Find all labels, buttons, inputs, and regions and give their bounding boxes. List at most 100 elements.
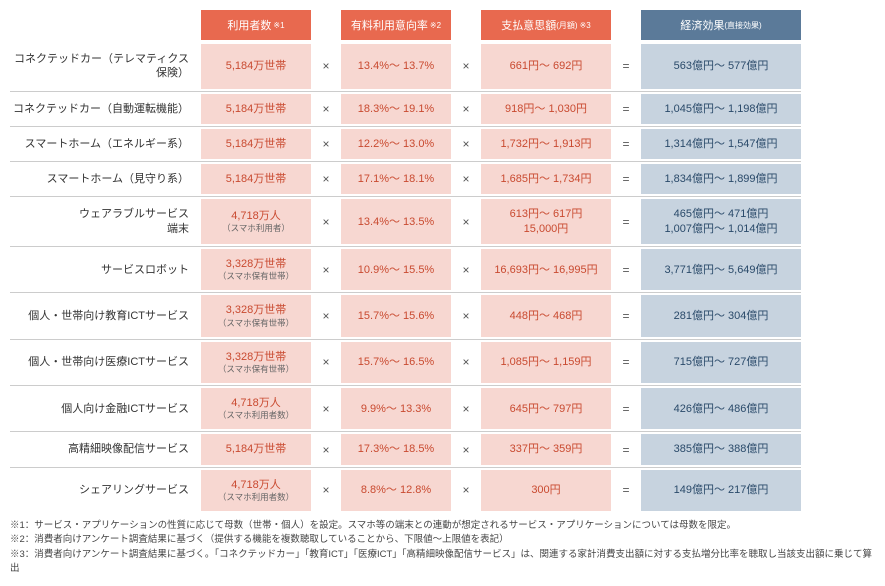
op-times: ×	[457, 295, 475, 336]
op-times: ×	[317, 470, 335, 511]
op-times: ×	[457, 164, 475, 194]
header-effect: 経済効果(直接効果)	[641, 10, 801, 40]
header-op2	[457, 10, 475, 40]
cell-effect: 426億円～ 486億円	[641, 388, 801, 429]
op-times: ×	[457, 249, 475, 290]
op-times: ×	[317, 388, 335, 429]
cell-pay: 300円	[481, 470, 611, 511]
cell-rate: 12.2%～ 13.0%	[341, 129, 451, 159]
row-label: 高精細映像配信サービス	[10, 434, 195, 464]
cell-users: 3,328万世帯（スマホ保有世帯）	[201, 295, 311, 336]
op-times: ×	[457, 434, 475, 464]
cell-pay: 16,693円～ 16,995円	[481, 249, 611, 290]
header-blank	[10, 10, 195, 40]
cell-users: 5,184万世帯	[201, 164, 311, 194]
op-times: ×	[317, 164, 335, 194]
op-eq: =	[617, 295, 635, 336]
op-times: ×	[317, 249, 335, 290]
op-eq: =	[617, 199, 635, 244]
op-times: ×	[457, 388, 475, 429]
cell-users: 4,718万人（スマホ利用者数）	[201, 388, 311, 429]
cell-rate: 13.4%～ 13.5%	[341, 199, 451, 244]
op-times: ×	[317, 44, 335, 89]
cell-pay: 613円～ 617円15,000円	[481, 199, 611, 244]
cell-effect: 563億円～ 577億円	[641, 44, 801, 89]
cell-rate: 10.9%～ 15.5%	[341, 249, 451, 290]
cell-pay: 1,732円～ 1,913円	[481, 129, 611, 159]
header-users: 利用者数※1	[201, 10, 311, 40]
cell-effect: 1,314億円～ 1,547億円	[641, 129, 801, 159]
header-rate: 有料利用意向率※2	[341, 10, 451, 40]
row-label: コネクテッドカー（自動運転機能）	[10, 94, 195, 124]
row-label: スマートホーム（エネルギー系）	[10, 129, 195, 159]
cell-users: 3,328万世帯（スマホ保有世帯）	[201, 342, 311, 383]
op-eq: =	[617, 434, 635, 464]
cell-effect: 149億円～ 217億円	[641, 470, 801, 511]
op-eq: =	[617, 470, 635, 511]
op-times: ×	[457, 199, 475, 244]
header-pay: 支払意思額(月額)※3	[481, 10, 611, 40]
cell-effect: 1,045億円～ 1,198億円	[641, 94, 801, 124]
op-times: ×	[457, 470, 475, 511]
op-eq: =	[617, 129, 635, 159]
cell-users: 5,184万世帯	[201, 434, 311, 464]
cell-pay: 661円～ 692円	[481, 44, 611, 89]
row-label: 個人・世帯向け医療ICTサービス	[10, 342, 195, 383]
cell-rate: 9.9%～ 13.3%	[341, 388, 451, 429]
cell-users: 4,718万人（スマホ利用者）	[201, 199, 311, 244]
cell-rate: 17.3%～ 18.5%	[341, 434, 451, 464]
op-times: ×	[317, 295, 335, 336]
op-eq: =	[617, 44, 635, 89]
cell-effect: 1,834億円～ 1,899億円	[641, 164, 801, 194]
cell-pay: 337円～ 359円	[481, 434, 611, 464]
op-eq: =	[617, 94, 635, 124]
op-times: ×	[317, 129, 335, 159]
cell-rate: 15.7%～ 16.5%	[341, 342, 451, 383]
header-op3	[617, 10, 635, 40]
row-label: コネクテッドカー（テレマティクス保険）	[10, 44, 195, 89]
row-label: ウェアラブルサービス端末	[10, 199, 195, 244]
economic-effect-table: 利用者数※1 有料利用意向率※2 支払意思額(月額)※3 経済効果(直接効果) コネクテ…	[10, 10, 875, 511]
footnote-1: ※1：サービス・アプリケーションの性質に応じて母数（世帯・個人）を設定。スマホ等…	[10, 519, 875, 533]
op-times: ×	[457, 342, 475, 383]
row-label: サービスロボット	[10, 249, 195, 290]
cell-users: 3,328万世帯（スマホ保有世帯）	[201, 249, 311, 290]
op-eq: =	[617, 164, 635, 194]
cell-rate: 17.1%～ 18.1%	[341, 164, 451, 194]
op-times: ×	[317, 94, 335, 124]
row-label: シェアリングサービス	[10, 470, 195, 511]
cell-users: 4,718万人（スマホ利用者数）	[201, 470, 311, 511]
cell-pay: 918円～ 1,030円	[481, 94, 611, 124]
op-times: ×	[457, 94, 475, 124]
op-eq: =	[617, 342, 635, 383]
footnote-3: ※3：消費者向けアンケート調査結果に基づく。「コネクテッドカー」「教育ICT」「…	[10, 548, 875, 577]
op-times: ×	[317, 199, 335, 244]
cell-pay: 1,085円～ 1,159円	[481, 342, 611, 383]
row-label: スマートホーム（見守り系）	[10, 164, 195, 194]
cell-users: 5,184万世帯	[201, 94, 311, 124]
cell-users: 5,184万世帯	[201, 129, 311, 159]
footnotes: ※1：サービス・アプリケーションの性質に応じて母数（世帯・個人）を設定。スマホ等…	[10, 519, 875, 576]
cell-users: 5,184万世帯	[201, 44, 311, 89]
cell-effect: 385億円～ 388億円	[641, 434, 801, 464]
cell-pay: 448円～ 468円	[481, 295, 611, 336]
cell-effect: 465億円～ 471億円1,007億円～ 1,014億円	[641, 199, 801, 244]
op-eq: =	[617, 249, 635, 290]
footnote-2: ※2：消費者向けアンケート調査結果に基づく（提供する機能を複数聴取していることか…	[10, 533, 875, 547]
op-times: ×	[317, 434, 335, 464]
op-times: ×	[457, 129, 475, 159]
row-label: 個人向け金融ICTサービス	[10, 388, 195, 429]
cell-effect: 715億円～ 727億円	[641, 342, 801, 383]
op-times: ×	[317, 342, 335, 383]
cell-rate: 15.7%～ 15.6%	[341, 295, 451, 336]
cell-pay: 1,685円～ 1,734円	[481, 164, 611, 194]
cell-rate: 8.8%～ 12.8%	[341, 470, 451, 511]
row-label: 個人・世帯向け教育ICTサービス	[10, 295, 195, 336]
cell-pay: 645円～ 797円	[481, 388, 611, 429]
op-eq: =	[617, 388, 635, 429]
header-op1	[317, 10, 335, 40]
op-times: ×	[457, 44, 475, 89]
cell-effect: 3,771億円～ 5,649億円	[641, 249, 801, 290]
cell-rate: 18.3%～ 19.1%	[341, 94, 451, 124]
cell-effect: 281億円～ 304億円	[641, 295, 801, 336]
